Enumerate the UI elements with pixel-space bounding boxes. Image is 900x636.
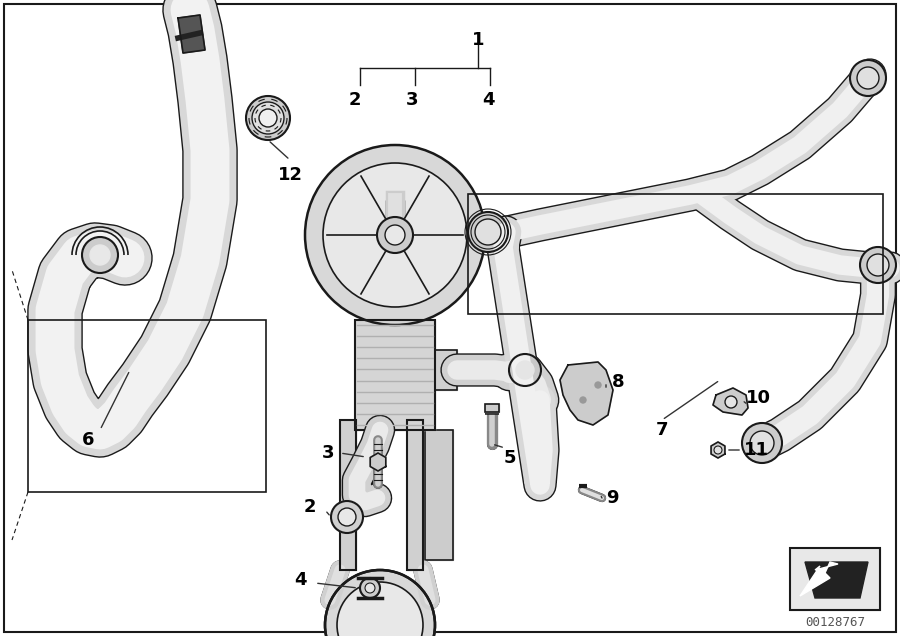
Circle shape	[252, 102, 284, 134]
Bar	[425, 430, 453, 560]
Circle shape	[860, 247, 896, 283]
Text: 4: 4	[293, 571, 306, 589]
Polygon shape	[805, 562, 868, 598]
Circle shape	[82, 237, 118, 273]
Bar	[468, 194, 883, 314]
Bar	[407, 420, 423, 570]
Polygon shape	[560, 362, 613, 425]
Text: 1: 1	[472, 31, 484, 49]
Polygon shape	[713, 388, 748, 415]
Bar	[407, 420, 423, 570]
Circle shape	[850, 60, 886, 96]
Circle shape	[323, 163, 467, 307]
Circle shape	[338, 508, 356, 526]
Text: 9: 9	[606, 489, 618, 507]
Bar	[425, 430, 453, 560]
Circle shape	[259, 109, 277, 127]
Circle shape	[90, 245, 110, 265]
Bar	[340, 420, 356, 570]
Circle shape	[331, 501, 363, 533]
Circle shape	[468, 212, 508, 252]
Bar	[790, 548, 880, 610]
Circle shape	[365, 583, 375, 593]
Text: 6: 6	[82, 431, 94, 449]
Text: 5: 5	[504, 449, 517, 467]
Text: 7: 7	[656, 421, 668, 439]
Bar	[355, 320, 435, 430]
Circle shape	[509, 354, 541, 386]
Polygon shape	[800, 562, 838, 596]
Bar	[340, 420, 356, 570]
Bar	[28, 320, 266, 492]
Polygon shape	[178, 15, 205, 53]
Text: 12: 12	[277, 166, 302, 184]
Circle shape	[305, 145, 485, 325]
Bar	[435, 350, 457, 390]
Text: 11: 11	[743, 441, 769, 459]
Circle shape	[742, 423, 782, 463]
Text: 00128767: 00128767	[805, 616, 865, 630]
Circle shape	[360, 578, 380, 598]
Circle shape	[246, 96, 290, 140]
Circle shape	[725, 396, 737, 408]
Polygon shape	[370, 453, 386, 471]
Circle shape	[580, 397, 586, 403]
Circle shape	[385, 225, 405, 245]
Text: 10: 10	[745, 389, 770, 407]
Circle shape	[867, 254, 889, 276]
Circle shape	[337, 582, 423, 636]
Circle shape	[516, 361, 534, 379]
Text: 2: 2	[349, 91, 361, 109]
Circle shape	[750, 431, 774, 455]
Bar	[435, 350, 457, 390]
Text: 4: 4	[482, 91, 494, 109]
Bar	[790, 548, 880, 610]
Text: 2: 2	[304, 498, 316, 516]
Bar	[485, 404, 499, 412]
Text: 3: 3	[406, 91, 419, 109]
Circle shape	[475, 219, 501, 245]
Text: 3: 3	[322, 444, 334, 462]
Bar	[485, 404, 499, 412]
Text: 8: 8	[612, 373, 625, 391]
Bar	[355, 320, 435, 430]
Polygon shape	[711, 442, 724, 458]
Circle shape	[595, 382, 601, 388]
Circle shape	[377, 217, 413, 253]
Circle shape	[857, 67, 879, 89]
Circle shape	[714, 446, 722, 454]
Wedge shape	[325, 570, 435, 636]
